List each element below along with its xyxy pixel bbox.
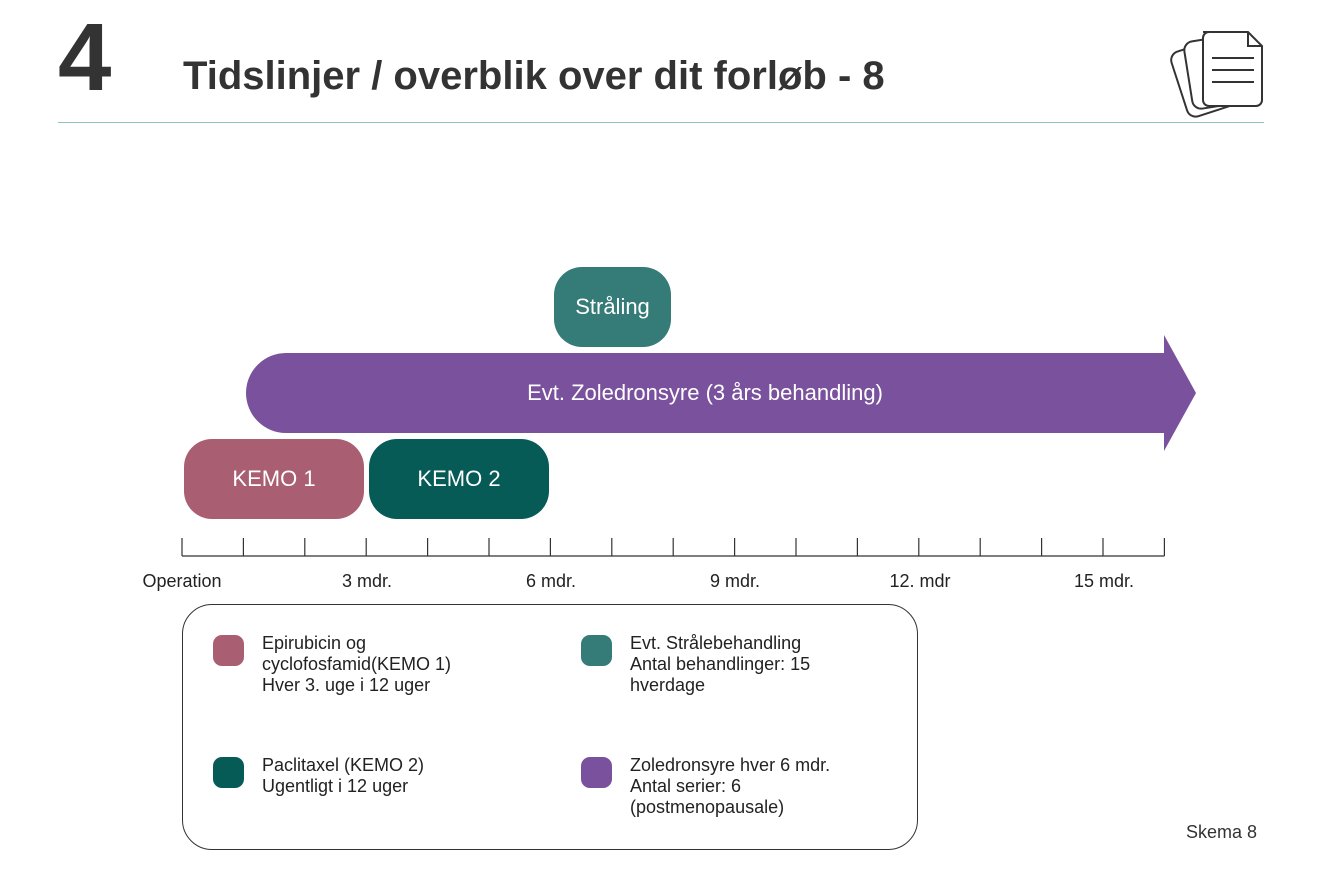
- legend-box: [182, 604, 918, 850]
- schema-label: Skema 8: [1185, 822, 1257, 842]
- tick-label: 15 mdr.: [1073, 571, 1135, 591]
- tick-label: 12. mdr: [889, 571, 951, 591]
- kemo2-label: KEMO 2: [417, 466, 501, 491]
- legend-item-kemo1: Epirubicin og cyclofosfamid(KEMO 1) Hver…: [213, 633, 451, 696]
- legend-item-kemo2: Paclitaxel (KEMO 2) Ugentligt i 12 uger: [213, 755, 424, 797]
- legend-line: Antal serier: 6: [630, 776, 742, 796]
- straaling-bar: Stråling: [554, 267, 671, 347]
- legend-swatch: [213, 635, 244, 666]
- chapter-number: 4: [58, 4, 112, 111]
- legend-line: Hver 3. uge i 12 uger: [262, 675, 431, 695]
- legend-line: hverdage: [630, 675, 706, 695]
- legend-line: cyclofosfamid(KEMO 1): [262, 654, 452, 674]
- legend-text: Zoledronsyre hver 6 mdr. Antal serier: 6…: [630, 755, 830, 818]
- legend-line: (postmenopausale): [630, 797, 785, 817]
- page-title: Tidslinjer / overblik over dit forløb - …: [183, 54, 885, 98]
- legend-line: Paclitaxel (KEMO 2): [262, 755, 425, 775]
- tick-label: Operation: [142, 571, 222, 591]
- zoledronsyre-label: Evt. Zoledronsyre (3 års behandling): [527, 380, 883, 405]
- kemo2-bar: KEMO 2: [369, 439, 549, 519]
- tick-label: 6 mdr.: [525, 571, 577, 591]
- timeline-axis: [181, 538, 1166, 557]
- document-stack-icon: [1170, 31, 1263, 118]
- legend-line: Zoledronsyre hver 6 mdr.: [630, 755, 831, 775]
- legend-item-zoledronsyre: Zoledronsyre hver 6 mdr. Antal serier: 6…: [581, 755, 830, 818]
- legend-line: Evt. Strålebehandling: [630, 633, 802, 653]
- legend-swatch: [581, 757, 612, 788]
- legend-text: Paclitaxel (KEMO 2) Ugentligt i 12 uger: [262, 755, 424, 797]
- legend-swatch: [581, 635, 612, 666]
- straaling-label: Stråling: [575, 294, 650, 319]
- legend-line: Epirubicin og: [262, 633, 367, 653]
- legend-line: Antal behandlinger: 15: [630, 654, 811, 674]
- kemo1-bar: KEMO 1: [184, 439, 364, 519]
- header-divider: [58, 122, 1264, 123]
- zoledronsyre-arrow: [246, 335, 1196, 451]
- legend-swatch: [213, 757, 244, 788]
- legend-item-straaling: Evt. Strålebehandling Antal behandlinger…: [581, 633, 810, 696]
- legend-text: Epirubicin og cyclofosfamid(KEMO 1) Hver…: [262, 633, 451, 696]
- tick-label: 9 mdr.: [709, 571, 761, 591]
- legend-line: Ugentligt i 12 uger: [262, 776, 409, 796]
- tick-label: 3 mdr.: [341, 571, 393, 591]
- legend-text: Evt. Strålebehandling Antal behandlinger…: [630, 633, 810, 696]
- kemo1-label: KEMO 1: [232, 466, 316, 491]
